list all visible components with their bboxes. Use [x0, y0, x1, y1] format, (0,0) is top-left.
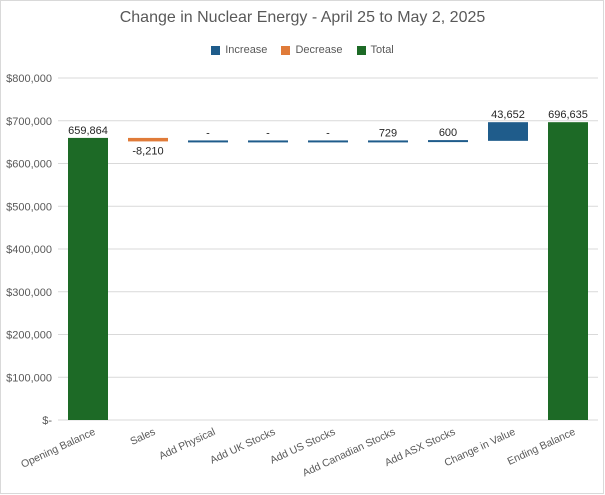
- data-label: -8,210: [132, 145, 163, 157]
- legend-swatch-increase: [211, 45, 221, 55]
- bar: [248, 140, 288, 143]
- x-tick-label: Sales: [128, 426, 157, 448]
- data-label: 729: [379, 127, 397, 139]
- y-tick-label: $800,000: [6, 73, 52, 85]
- bar: [128, 137, 168, 142]
- bar: [548, 122, 588, 420]
- bar: [368, 140, 408, 143]
- data-label: -: [326, 127, 330, 139]
- legend-swatch-total: [356, 45, 366, 55]
- chart-title: Change in Nuclear Energy - April 25 to M…: [119, 9, 486, 26]
- bar: [488, 122, 528, 141]
- x-tick-label: Opening Balance: [19, 426, 97, 471]
- legend-label-decrease: Decrease: [295, 44, 343, 56]
- x-tick-label: Ending Balance: [506, 426, 578, 468]
- bar: [428, 140, 468, 143]
- bar: [188, 140, 228, 143]
- data-label: 600: [439, 127, 457, 139]
- y-tick-label: $600,000: [6, 159, 52, 171]
- legend-item-total: Total: [356, 44, 394, 56]
- y-tick-label: $100,000: [6, 372, 52, 384]
- x-tick-label: Add UK Stocks: [208, 426, 277, 467]
- legend-label-total: Total: [370, 44, 394, 56]
- y-tick-label: $200,000: [6, 330, 52, 342]
- data-label: 696,635: [548, 109, 588, 121]
- bar: [308, 140, 348, 143]
- y-tick-label: $500,000: [6, 201, 52, 213]
- y-tick-label: $-: [42, 415, 52, 427]
- legend-item-increase: Increase: [211, 44, 267, 56]
- bar: [68, 137, 108, 420]
- legend: Increase Decrease Total: [0, 44, 605, 56]
- y-tick-label: $300,000: [6, 287, 52, 299]
- data-label: 659,864: [68, 125, 108, 137]
- y-tick-label: $700,000: [6, 116, 52, 128]
- legend-label-increase: Increase: [225, 44, 268, 56]
- data-label: -: [206, 127, 210, 139]
- data-label: 43,652: [491, 109, 525, 121]
- data-label: -: [266, 127, 270, 139]
- legend-swatch-decrease: [281, 45, 291, 55]
- y-tick-label: $400,000: [6, 244, 52, 256]
- legend-item-decrease: Decrease: [281, 44, 343, 56]
